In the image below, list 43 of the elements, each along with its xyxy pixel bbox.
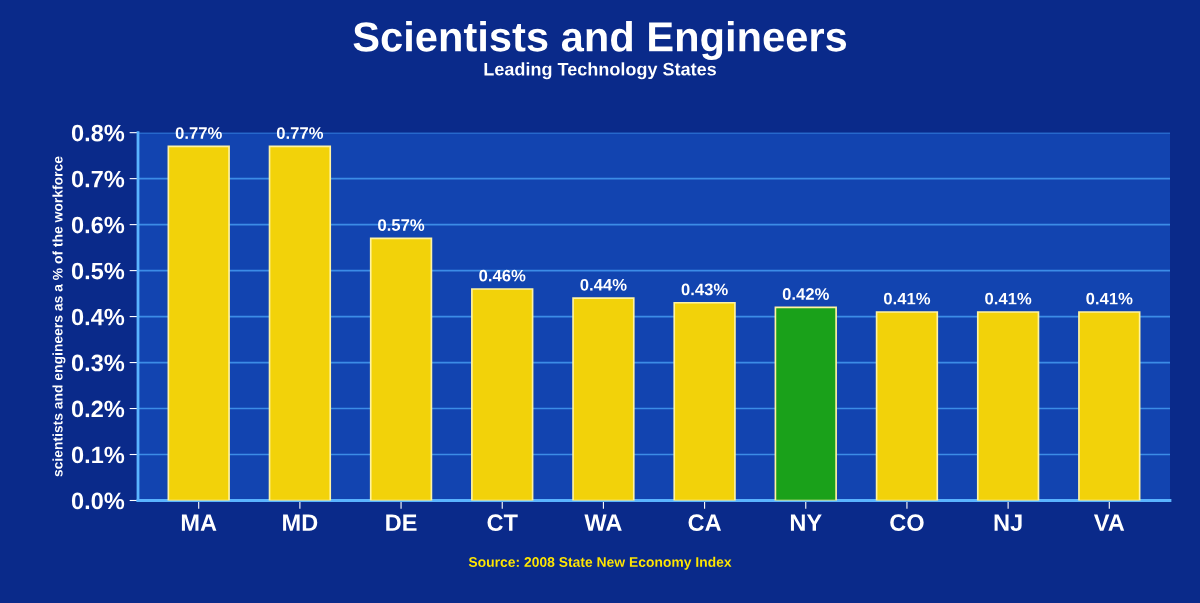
- bar: [673, 301, 736, 501]
- bar: [875, 311, 939, 501]
- data-label: 0.43%: [681, 283, 728, 296]
- bar: [471, 288, 534, 501]
- data-label: 0.77%: [276, 127, 324, 139]
- data-label: 0.57%: [378, 219, 425, 231]
- bar: [167, 145, 230, 501]
- source-note: Source: 2008 State New Economy Index: [468, 556, 732, 570]
- x-tick-label: CA: [688, 514, 722, 532]
- y-tick-label: 0.3%: [71, 354, 125, 372]
- data-label: 0.44%: [580, 278, 627, 291]
- x-tick-label: CT: [487, 514, 518, 532]
- y-tick-label: 0.5%: [71, 262, 125, 280]
- y-tick-label: 0.0%: [71, 492, 125, 510]
- chart-title: Scientists and Engineers: [353, 21, 847, 61]
- y-tick-label: 0.6%: [71, 216, 125, 234]
- bar: [268, 145, 332, 501]
- y-tick-label: 0.1%: [71, 446, 125, 464]
- data-label: 0.41%: [883, 292, 931, 305]
- x-tick-label: MD: [283, 514, 318, 531]
- x-tick-label: CO: [890, 514, 924, 532]
- bar: [774, 306, 837, 501]
- data-label: 0.41%: [985, 292, 1032, 305]
- data-label: 0.41%: [1086, 292, 1133, 305]
- data-label: 0.77%: [175, 127, 222, 139]
- y-tick-label: 0.2%: [71, 400, 125, 418]
- bar: [976, 311, 1040, 501]
- bar: [1078, 311, 1141, 501]
- y-tick-label: 0.7%: [71, 170, 125, 188]
- y-tick-label: 0.8%: [71, 124, 125, 142]
- x-tick-label: NJ: [994, 514, 1022, 532]
- bar: [572, 297, 635, 501]
- data-label: 0.42%: [782, 288, 829, 300]
- x-tick-label: NY: [790, 514, 822, 531]
- x-tick-label: MA: [181, 514, 217, 531]
- x-tick-label: WA: [584, 514, 622, 531]
- data-label: 0.46%: [479, 269, 526, 282]
- y-tick-label: 0.4%: [71, 308, 125, 326]
- x-tick-label: DE: [386, 514, 417, 531]
- x-tick-label: VA: [1093, 514, 1125, 531]
- y-axis-title: scientists and engineers as a % of the workforce: [52, 156, 66, 477]
- bar: [369, 237, 433, 501]
- chart-subtitle: Leading Technology States: [484, 62, 716, 80]
